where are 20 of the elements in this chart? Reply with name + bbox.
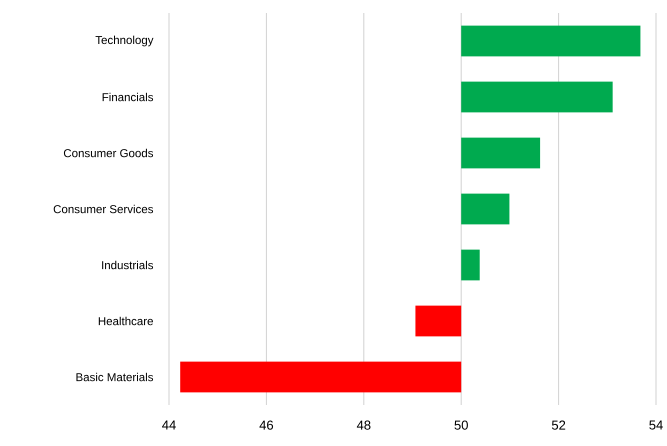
x-tick-label: 54 xyxy=(649,420,663,430)
y-tick-label: Basic Materials xyxy=(76,372,154,382)
y-tick-label: Consumer Goods xyxy=(64,148,154,158)
bar xyxy=(180,362,462,392)
x-tick-label: 44 xyxy=(162,420,176,430)
x-tick-label: 48 xyxy=(356,420,370,430)
bar xyxy=(461,82,613,112)
bar xyxy=(461,26,640,56)
bar xyxy=(461,194,510,224)
y-tick-label: Consumer Services xyxy=(54,204,154,214)
x-tick-label: 50 xyxy=(454,420,468,430)
y-tick-label: Industrials xyxy=(102,260,154,270)
bar xyxy=(461,250,480,280)
x-tick-label: 52 xyxy=(552,420,566,430)
x-tick-label: 46 xyxy=(259,420,274,430)
y-tick-label: Technology xyxy=(96,36,154,46)
y-tick-label: Healthcare xyxy=(98,316,153,326)
y-tick-label: Financials xyxy=(102,92,154,102)
bar xyxy=(415,306,462,336)
bar xyxy=(461,138,540,168)
